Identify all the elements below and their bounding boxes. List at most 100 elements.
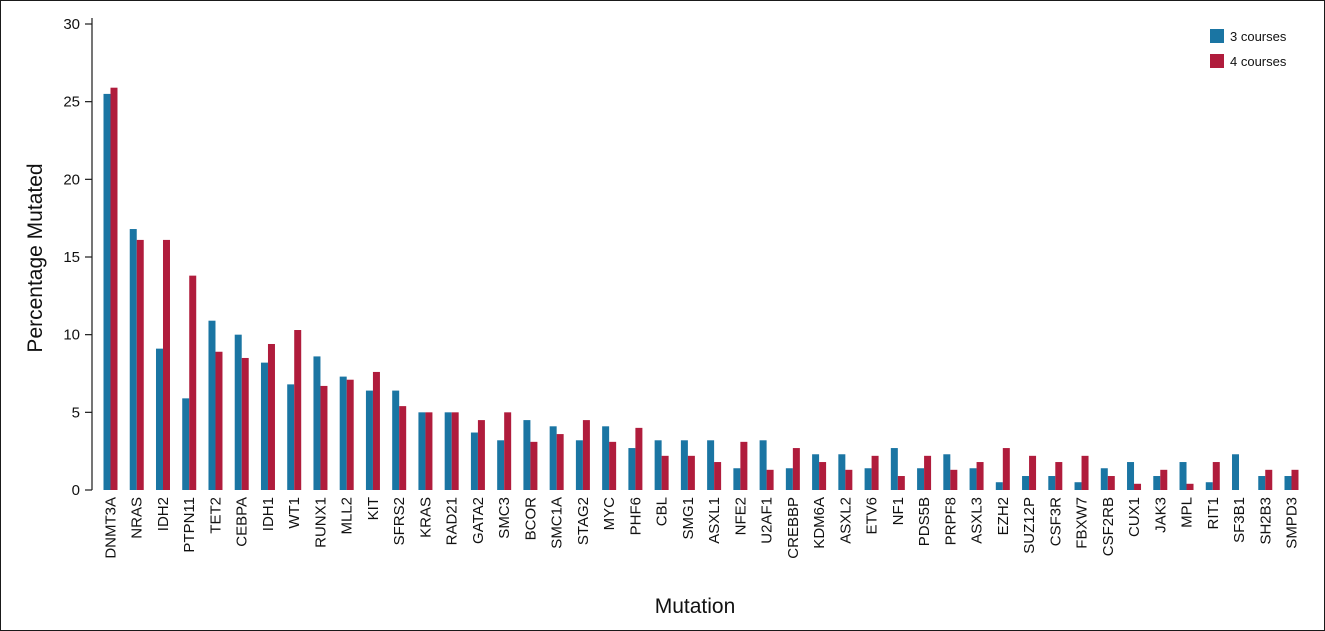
bar-nf1-series-1 (890, 448, 898, 490)
x-tick-label: KRAS (417, 497, 434, 538)
x-tick-label: SMC1A (549, 497, 566, 549)
legend-label: 4 courses (1230, 54, 1287, 69)
bar-jak3-series-2 (1160, 469, 1168, 490)
x-tick-label: SMG1 (680, 497, 697, 540)
bar-suz12p-series-1 (1022, 476, 1030, 490)
y-tick-label: 25 (63, 94, 80, 111)
x-tick-label: NFE2 (732, 497, 749, 535)
bar-asxl2-series-2 (845, 469, 853, 490)
x-tick-label: CREBBP (785, 497, 802, 559)
bar-idh1-series-2 (267, 343, 275, 490)
x-tick-label: CSF2RB (1100, 497, 1117, 556)
y-tick-label: 0 (72, 482, 80, 499)
x-tick-label: ASXL3 (969, 497, 986, 544)
bar-smc1a-series-2 (556, 434, 564, 490)
bar-rit1-series-1 (1205, 482, 1213, 490)
bar-rad21-series-1 (444, 412, 452, 490)
y-tick-label: 20 (63, 171, 80, 188)
bar-sh2b3-series-1 (1258, 476, 1266, 490)
x-tick-labels: DNMT3A NRAS IDH2 PTPN11 TET2 CEBPA IDH1 WT1 RUNX… (103, 497, 1301, 559)
bar-smc3-series-1 (497, 440, 505, 490)
axes (85, 18, 93, 491)
bar-prpf8-series-2 (950, 469, 958, 490)
bar-smpd3-series-2 (1291, 469, 1299, 490)
x-tick-label: IDH2 (155, 497, 172, 531)
bar-rit1-series-2 (1212, 462, 1220, 490)
bar-tet2-series-2 (215, 351, 223, 490)
bar-smc1a-series-1 (549, 426, 557, 490)
x-tick-label: RUNX1 (312, 497, 329, 548)
x-tick-label: SUZ12P (1021, 497, 1038, 554)
bar-sfrs2-series-1 (392, 390, 400, 490)
bar-smc3-series-2 (504, 412, 512, 490)
x-tick-label: SF3B1 (1231, 497, 1248, 543)
bar-ezh2-series-2 (1002, 448, 1010, 490)
legend-label: 3 courses (1230, 29, 1287, 44)
legend: 3 courses 4 courses (1210, 29, 1287, 69)
bar-suz12p-series-2 (1029, 455, 1037, 490)
bar-asxl3-series-1 (969, 468, 977, 490)
bar-sf3b1-series-1 (1232, 454, 1240, 490)
bar-kdm6a-series-1 (812, 454, 820, 490)
bar-smpd3-series-1 (1284, 476, 1292, 490)
x-tick-label: TET2 (207, 497, 224, 534)
x-tick-label: STAG2 (575, 497, 592, 545)
x-axis-title: Mutation (655, 595, 736, 618)
bar-nras-series-1 (129, 229, 137, 491)
x-tick-label: GATA2 (470, 497, 487, 544)
x-tick-label: DNMT3A (103, 497, 120, 559)
x-tick-label: ASXL1 (706, 497, 723, 544)
bar-sh2b3-series-2 (1265, 469, 1273, 490)
x-tick-label: RIT1 (1205, 497, 1222, 530)
y-tick-label: 30 (63, 16, 80, 33)
bar-cbl-series-1 (654, 440, 662, 490)
x-tick-label: BCOR (522, 497, 539, 541)
bar-mpl-series-2 (1186, 483, 1194, 490)
bar-csf3r-series-2 (1055, 462, 1063, 490)
bar-myc-series-1 (602, 426, 610, 490)
bar-sfrs2-series-2 (399, 406, 407, 490)
x-tick-label: PHF6 (627, 497, 644, 535)
bar-cbl-series-2 (661, 455, 669, 490)
bar-gata2-series-1 (470, 432, 478, 490)
bar-tet2-series-1 (208, 320, 216, 490)
x-tick-label: ETV6 (864, 497, 881, 535)
x-tick-label: CSF3R (1047, 497, 1064, 546)
bar-kit-series-1 (365, 390, 373, 490)
x-tick-label: JAK3 (1152, 497, 1169, 533)
bar-asxl3-series-2 (976, 462, 984, 490)
bar-ptpn11-series-2 (189, 275, 197, 490)
bar-idh1-series-1 (260, 362, 268, 490)
x-tick-label: KIT (365, 497, 382, 520)
x-tick-label: PRPF8 (942, 497, 959, 545)
bar-smg1-series-1 (680, 440, 688, 490)
x-tick-label: SMPD3 (1284, 497, 1301, 549)
x-tick-label: CBL (654, 497, 671, 526)
bar-etv6-series-2 (871, 455, 879, 490)
bar-cux1-series-1 (1127, 462, 1135, 490)
bar-crebbp-series-1 (785, 468, 793, 490)
x-tick-label: RAD21 (444, 497, 461, 545)
bar-idh2-series-1 (155, 348, 163, 490)
bar-kras-series-1 (418, 412, 426, 490)
bar-kit-series-2 (372, 371, 380, 490)
bar-wt1-series-2 (294, 330, 302, 490)
bar-nras-series-2 (136, 239, 144, 490)
bar-jak3-series-1 (1153, 476, 1161, 490)
bar-dnmt3a-series-2 (110, 87, 118, 490)
x-tick-label: CUX1 (1126, 497, 1143, 537)
bar-nfe2-series-1 (733, 468, 741, 490)
x-tick-label: MLL2 (339, 497, 356, 535)
bar-pds5b-series-2 (924, 455, 932, 490)
bar-stag2-series-1 (575, 440, 583, 490)
bar-gata2-series-2 (477, 420, 485, 490)
bar-runx1-series-1 (313, 356, 321, 490)
y-tick-labels: 0 5 10 15 20 25 30 (63, 16, 80, 499)
y-axis-title: Percentage Mutated (24, 163, 47, 352)
bar-kdm6a-series-2 (819, 462, 827, 490)
bar-crebbp-series-2 (792, 448, 800, 490)
x-tick-label: SMC3 (496, 497, 513, 539)
x-tick-label: PDS5B (916, 497, 933, 546)
